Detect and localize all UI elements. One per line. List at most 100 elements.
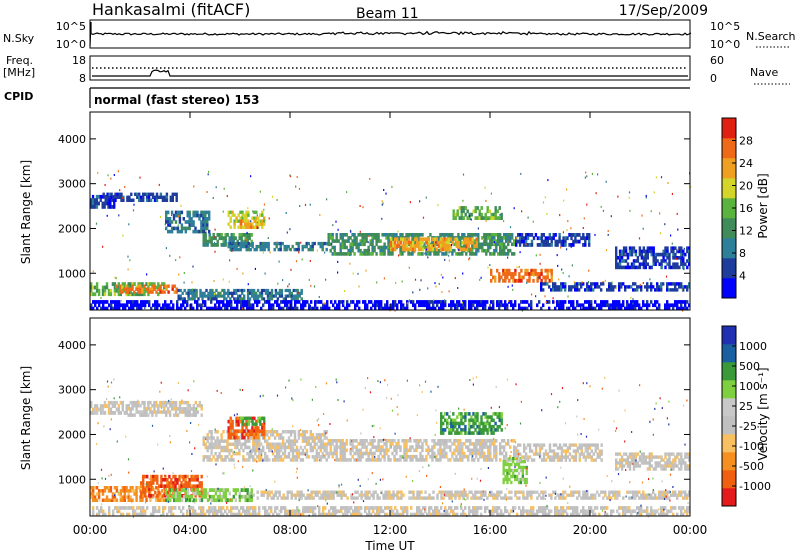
range-cell [202,300,205,304]
range-cell [119,292,122,297]
range-cell [144,300,147,304]
cpid-strip: CPID normal (fast stereo) 153 [4,87,690,108]
range-cell [670,461,673,465]
range-cell [458,424,461,429]
range-cell [440,300,443,304]
scatter-cell [268,217,270,220]
range-cell [142,195,145,199]
range-cell [499,451,502,456]
range-cell [532,458,536,462]
range-cell [502,468,505,473]
range-cell [193,291,196,295]
range-cell [387,236,390,240]
range-cell [678,467,681,471]
range-cell [530,303,533,308]
range-cell [578,303,581,308]
range-cell [257,435,260,440]
range-cell [163,195,167,199]
range-cell [574,306,577,311]
range-cell [506,272,509,276]
range-cell [680,455,683,459]
scatter-cell [448,254,450,257]
range-cell [121,404,124,408]
range-cell [588,452,591,456]
scatter-cell [610,215,612,218]
range-cell [370,300,373,304]
scatter-cell [351,245,353,247]
range-cell [204,236,207,241]
range-cell [464,206,467,210]
range-cell [258,222,261,226]
scatter-cell [437,204,439,207]
range-cell [562,443,566,447]
range-cell [342,300,345,304]
scatter-cell [299,205,301,207]
range-cell [500,418,503,423]
range-cell [582,282,585,286]
range-cell [143,192,147,196]
range-cell [542,303,545,308]
range-cell [377,445,380,449]
range-cell [168,220,172,224]
range-cell [113,498,117,502]
range-cell [570,236,573,241]
range-cell [176,226,180,231]
range-cell [444,300,447,304]
range-cell [210,236,213,241]
range-cell [246,233,249,237]
scatter-cell [492,242,495,245]
range-cell [95,282,99,286]
range-cell [246,291,250,295]
range-cell [202,217,205,221]
range-cell [200,474,203,479]
range-cell [102,300,105,304]
range-cell [501,451,504,456]
range-cell [646,256,649,260]
range-cell [393,233,396,237]
range-cell [296,288,299,293]
range-cell [402,303,405,308]
range-cell [167,284,170,288]
range-cell [558,303,561,308]
range-cell [139,284,142,288]
range-cell [155,404,158,408]
range-cell [142,303,145,308]
range-cell [186,410,190,414]
range-cell [676,249,679,254]
range-cell [284,300,287,304]
scatter-cell [193,185,195,188]
range-cell [120,303,123,308]
range-cell [460,418,463,423]
scatter-cell [335,220,337,223]
range-cell [250,233,253,237]
range-cell [594,458,597,462]
range-cell [490,212,493,217]
range-cell [206,498,210,503]
range-cell [640,455,644,459]
range-cell [678,458,681,462]
range-cell [486,216,489,220]
range-cell [113,201,116,206]
range-cell [405,240,409,245]
range-cell [192,484,195,488]
range-cell [656,306,659,311]
range-cell [127,413,130,417]
range-cell [305,241,308,246]
range-cell [502,272,505,276]
range-cell [480,418,483,423]
range-cell [598,449,601,453]
range-cell [297,451,301,456]
range-cell [507,242,510,247]
range-cell [480,212,483,217]
range-cell [620,464,624,468]
range-cell [244,236,247,241]
range-cell [530,458,534,462]
range-cell [564,455,568,459]
range-cell [355,239,358,243]
range-cell [137,290,140,294]
range-cell [313,241,316,246]
scatter-cell [365,252,367,255]
range-cell [175,290,178,294]
range-cell [650,455,653,459]
range-cell [440,306,443,311]
